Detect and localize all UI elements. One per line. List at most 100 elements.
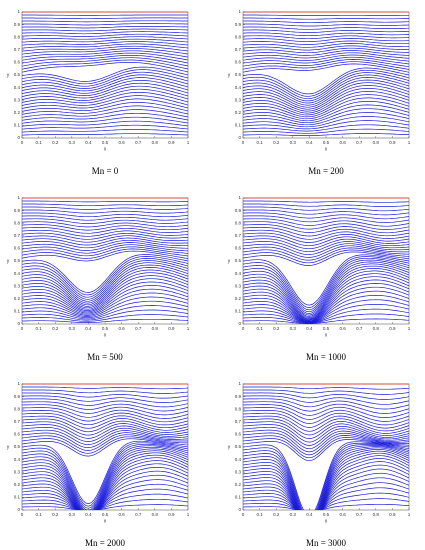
- contour-line: [243, 108, 409, 124]
- x-tick-label: 0.4: [306, 326, 313, 331]
- contour-line: [243, 77, 409, 104]
- contour-line: [22, 395, 188, 403]
- contour-line: [22, 392, 188, 399]
- contour-line: [22, 109, 188, 118]
- contour-line: [243, 26, 409, 30]
- x-tick-label: 0.5: [102, 326, 109, 331]
- x-tick-label: 0.5: [323, 512, 330, 517]
- contour-line: [22, 91, 188, 104]
- y-tick-label: 0.6: [235, 246, 242, 251]
- contour-line: [22, 454, 188, 510]
- y-tick-label: 0.1: [235, 123, 242, 128]
- contour-line: [243, 209, 409, 216]
- contour-line: [243, 437, 409, 459]
- contour-line: [22, 460, 188, 510]
- x-tick-label: 0.3: [290, 326, 297, 331]
- y-tick-label: 0.8: [235, 406, 242, 411]
- y-tick-label: 1: [238, 195, 241, 200]
- contour-line: [22, 31, 188, 35]
- y-tick-label: 0.5: [235, 72, 242, 77]
- contour-line: [243, 477, 409, 510]
- contour-line: [22, 256, 188, 296]
- contour-line: [243, 20, 409, 24]
- x-tick-label: 0.9: [168, 140, 175, 145]
- y-tick-label: 0.3: [14, 283, 21, 288]
- contour-line: [22, 20, 188, 23]
- contour-line: [243, 243, 409, 255]
- contour-line: [22, 442, 188, 507]
- contour-line: [22, 62, 188, 73]
- x-tick-label: 0.6: [118, 512, 125, 517]
- x-tick-label: 0.2: [273, 512, 280, 517]
- y-tick-label: 0.8: [235, 34, 242, 39]
- contour-line: [243, 257, 409, 311]
- y-tick-label: 0.4: [235, 85, 242, 90]
- x-axis-label: x: [104, 518, 107, 524]
- y-tick-label: 0.6: [14, 60, 21, 65]
- y-tick-label: 0: [17, 135, 20, 140]
- x-tick-label: 0.5: [323, 140, 330, 145]
- contour-line: [243, 426, 409, 446]
- y-tick-label: 0.8: [14, 406, 21, 411]
- contour-line: [22, 498, 188, 510]
- contour-line: [22, 466, 188, 510]
- y-tick-label: 0: [238, 507, 241, 512]
- contour-line: [22, 474, 188, 510]
- y-tick-label: 0.4: [14, 457, 21, 462]
- contour-line: [22, 57, 188, 67]
- contour-line: [243, 79, 409, 106]
- x-tick-label: 0.7: [135, 512, 142, 517]
- contour-line: [243, 88, 409, 112]
- contour-line: [243, 43, 409, 48]
- y-tick-label: 0.7: [235, 419, 242, 424]
- contour-line: [22, 71, 188, 87]
- contour-line: [243, 74, 409, 102]
- contour-line: [22, 457, 188, 510]
- contour-line: [243, 455, 409, 510]
- contour-line: [243, 439, 409, 462]
- contour-line: [243, 61, 409, 70]
- contour-line: [22, 258, 188, 298]
- contours: [22, 200, 188, 323]
- x-tick-label: 0.9: [389, 512, 396, 517]
- contour-line: [243, 124, 409, 132]
- panel-caption: Mn = 500: [87, 352, 123, 362]
- y-tick-label: 0.4: [235, 271, 242, 276]
- y-tick-label: 0.7: [14, 47, 21, 52]
- contour-line: [243, 447, 409, 510]
- contour-line: [22, 463, 188, 510]
- contour-line: [243, 256, 409, 308]
- contour-line: [243, 247, 409, 261]
- contours: [22, 14, 188, 136]
- contour-line: [243, 218, 409, 227]
- x-tick-label: 0.3: [69, 512, 76, 517]
- x-tick-label: 0.1: [256, 512, 263, 517]
- contour-line: [243, 458, 409, 510]
- x-tick-label: 0.6: [339, 326, 346, 331]
- contour-line: [243, 23, 409, 27]
- contour-line: [22, 33, 188, 37]
- contour-line: [243, 421, 409, 439]
- contour-line: [243, 472, 409, 510]
- contour-line: [243, 445, 409, 510]
- contour-line: [22, 224, 188, 231]
- y-tick-label: 0.9: [14, 22, 21, 27]
- contour-line: [243, 52, 409, 59]
- contour-line: [22, 389, 188, 394]
- contour-line: [22, 26, 188, 29]
- x-tick-label: 0.8: [152, 326, 159, 331]
- contour-line: [243, 410, 409, 426]
- contour-line: [243, 448, 409, 510]
- contour-line: [22, 66, 188, 82]
- contour-line: [243, 245, 409, 258]
- x-tick-label: 0.4: [85, 140, 92, 145]
- contour-line: [22, 77, 188, 92]
- y-tick-label: 0.3: [235, 97, 242, 102]
- x-tick-label: 0.4: [85, 512, 92, 517]
- x-tick-label: 0.2: [273, 326, 280, 331]
- contour-line: [22, 452, 188, 510]
- contour-line: [243, 249, 409, 264]
- contours: [243, 386, 409, 510]
- x-tick-label: 0.2: [52, 140, 59, 145]
- x-tick-label: 0.3: [290, 140, 297, 145]
